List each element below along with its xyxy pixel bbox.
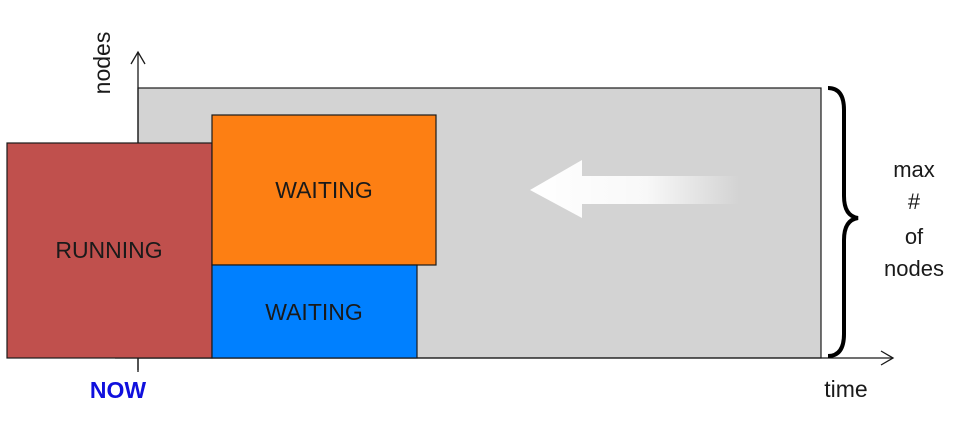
waiting-job-top-box [211,114,437,266]
running-job-box [6,142,213,359]
max-nodes-brace [827,86,859,358]
y-axis-arrowhead [130,50,146,65]
capacity-line-2: # [908,189,921,214]
now-label: NOW [90,377,147,403]
waiting-job-top-label: WAITING [275,177,373,203]
x-axis-arrowhead [880,350,895,366]
capacity-line-4: nodes [884,256,944,281]
capacity-line-1: max [893,157,935,182]
capacity-line-3: of [905,224,924,249]
running-job-label: RUNNING [55,237,162,263]
waiting-job-bottom-label: WAITING [265,299,363,325]
y-axis-label: nodes [89,32,115,95]
waiting-job-bottom-box [211,264,418,359]
left-arrow-icon [530,160,740,218]
x-axis-label: time [824,376,867,402]
